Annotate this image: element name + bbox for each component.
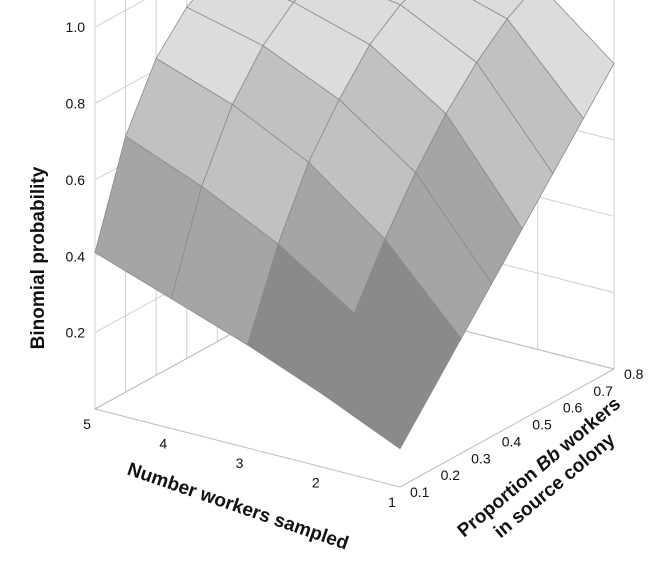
y-tick-label-0: 0.1 bbox=[410, 484, 430, 500]
z-axis-label: Binomial probability bbox=[28, 166, 49, 349]
z-tick-label-3: 0.8 bbox=[66, 96, 86, 112]
y-tick-label-2: 0.3 bbox=[471, 450, 491, 466]
z-tick-label-0: 0.2 bbox=[66, 325, 86, 341]
x-tick-label-2: 3 bbox=[236, 455, 244, 471]
surface-plot bbox=[94, 0, 615, 450]
y-tick-label-4: 0.5 bbox=[532, 417, 552, 433]
x-tick-label-0: 1 bbox=[388, 494, 396, 510]
x-tick-label-1: 2 bbox=[312, 475, 320, 491]
z-tick-label-4: 1.0 bbox=[66, 19, 86, 35]
y-tick-label-7: 0.8 bbox=[624, 366, 644, 382]
y-tick-label-6: 0.7 bbox=[593, 383, 613, 399]
y-tick-label-5: 0.6 bbox=[563, 400, 583, 416]
y-tick-label-1: 0.2 bbox=[441, 467, 461, 483]
x-tick-label-4: 5 bbox=[83, 416, 91, 432]
floor-front-edge-y bbox=[399, 368, 615, 488]
y-tick-label-3: 0.4 bbox=[502, 433, 522, 449]
x-tick-label-3: 4 bbox=[159, 436, 167, 452]
z-tick-label-2: 0.6 bbox=[66, 172, 86, 188]
x-axis-label: Number workers sampled bbox=[125, 459, 351, 554]
floor-front-edge-x bbox=[94, 408, 401, 488]
surface-patch-0-0 bbox=[323, 312, 432, 450]
axis-ticks: 0.2 0.4 0.6 0.8 1.0 1 2 3 4 5 0.1 0.2 0.3 0.4 0.5 0.6 0.… bbox=[66, 19, 644, 510]
z-tick-label-1: 0.4 bbox=[66, 248, 86, 264]
